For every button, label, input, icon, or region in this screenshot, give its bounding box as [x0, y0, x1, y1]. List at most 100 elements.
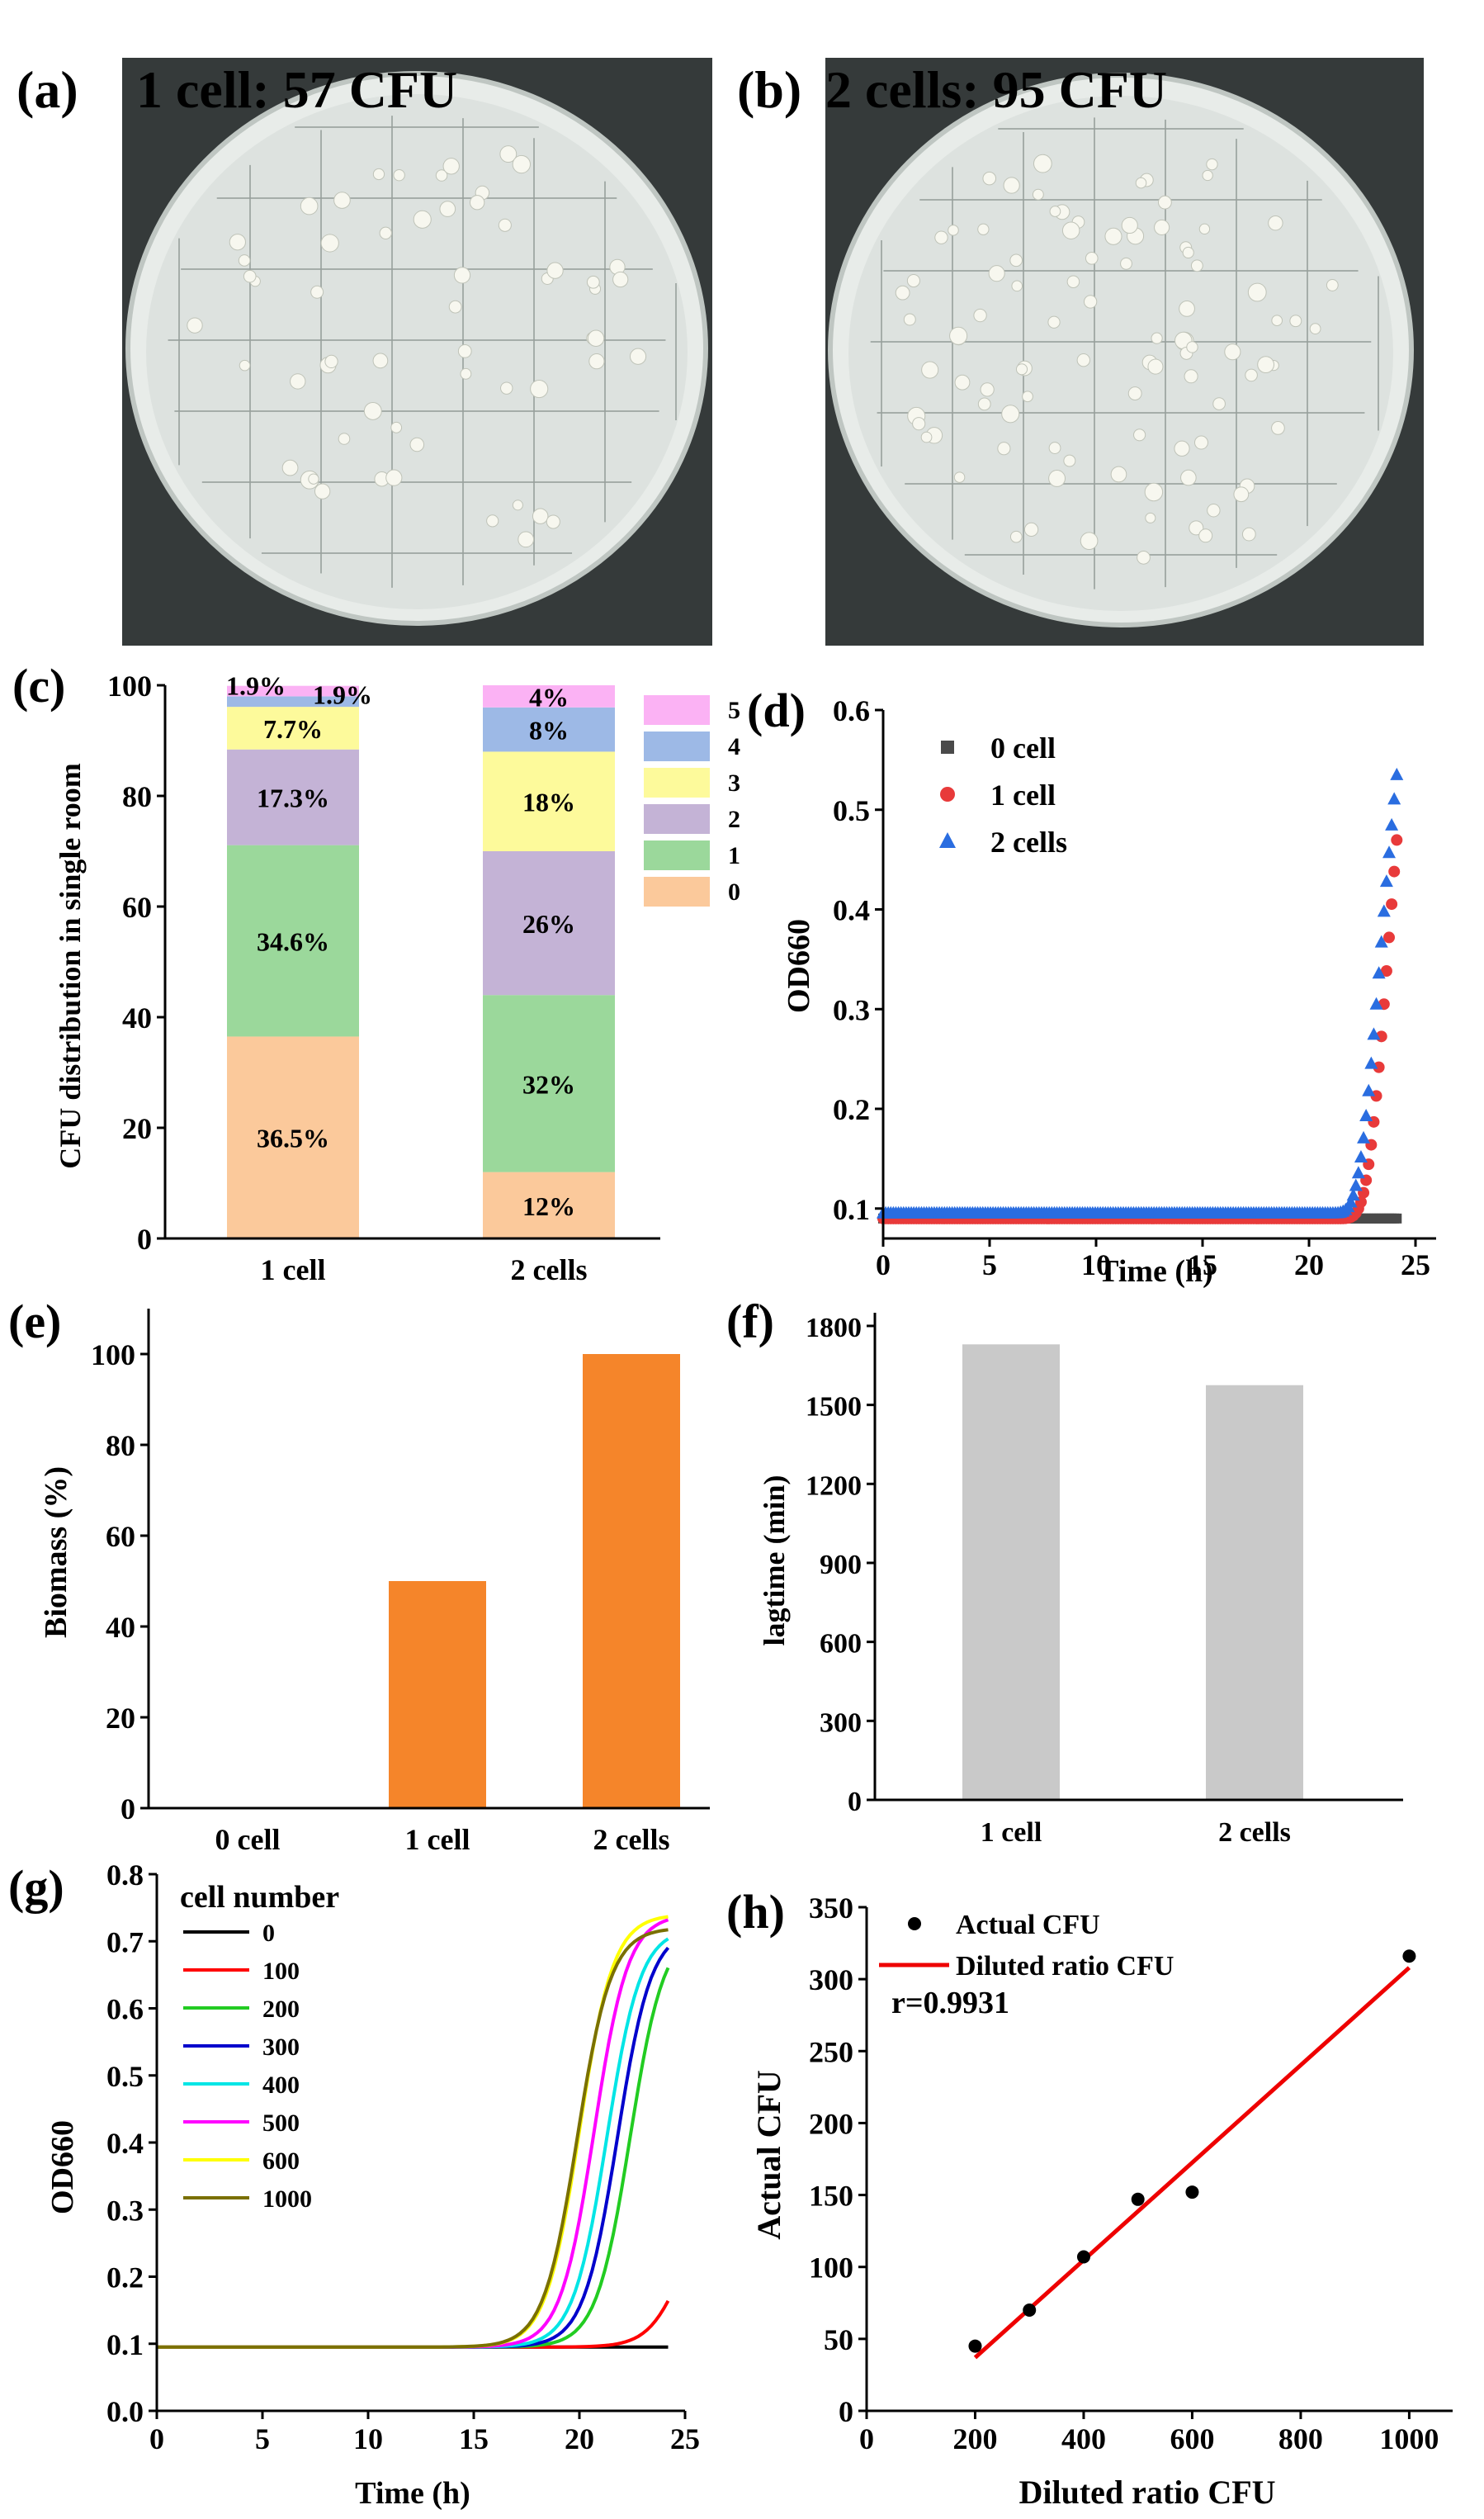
category-label: 1 cell — [261, 1253, 326, 1286]
colony — [1080, 532, 1099, 551]
g-legend-label: 0 — [262, 1920, 275, 1947]
colony — [1049, 206, 1061, 217]
x-tick-label: 5 — [255, 2422, 270, 2455]
g-axes: 0.0 0.1 0.2 0.3 0.4 0.5 0.6 0.7 0.8 0 5 10 15 20 25 — [106, 1858, 700, 2455]
colony — [588, 353, 605, 370]
g-legend-title: cell number — [180, 1880, 339, 1915]
y-tick-label: 250 — [809, 2035, 853, 2068]
x-tick-label: 10 — [1081, 1248, 1111, 1281]
d-axes: 0.1 0.2 0.3 0.4 0.5 0.6 0 5 10 15 20 25 — [833, 694, 1436, 1281]
colony — [1202, 169, 1213, 182]
colony — [512, 154, 532, 174]
h-points — [968, 1949, 1416, 2353]
colony — [229, 234, 246, 251]
panel-g-tag: (g) — [8, 1860, 64, 1914]
colony — [300, 197, 319, 215]
c-legend-label: 4 — [728, 733, 740, 760]
colony — [1135, 177, 1147, 189]
colony — [439, 201, 456, 217]
c-legend-swatch — [644, 768, 710, 798]
x-tick-label: 0 — [876, 1248, 891, 1281]
y-tick-label: 40 — [106, 1611, 135, 1644]
colony — [1104, 227, 1122, 245]
h-point — [1185, 2185, 1199, 2199]
d-point — [1364, 1056, 1378, 1069]
colony — [469, 195, 485, 211]
colony — [1003, 177, 1020, 194]
panel-a-tag: (a) — [17, 60, 78, 119]
y-tick-label: 0.7 — [106, 1925, 144, 1958]
colony — [1151, 332, 1163, 344]
colony — [372, 353, 389, 369]
d-point — [1373, 1061, 1385, 1073]
d-point — [1390, 767, 1404, 780]
panel-e-tag: (e) — [8, 1295, 61, 1348]
y-tick-label: 100 — [809, 2251, 853, 2285]
d-series — [877, 767, 1404, 1224]
colony — [1212, 397, 1226, 410]
colony — [435, 169, 448, 182]
y-tick-label: 40 — [122, 1001, 152, 1035]
f-ylabel: lagtime (min) — [758, 1475, 791, 1646]
colony — [1245, 368, 1258, 382]
colony — [409, 437, 425, 452]
colony — [310, 285, 324, 299]
c-segment-labels: 36.5% 34.6% 17.3% 7.7% 1.9% 1.9% 12% 32% 26% 18% 8… — [226, 670, 575, 1220]
colony — [1154, 219, 1170, 235]
panel-h-tag: (h) — [726, 1885, 785, 1939]
h-fit-line — [973, 1966, 1411, 2360]
d-point — [1349, 1178, 1363, 1191]
h-point — [1131, 2192, 1145, 2206]
g-legend-label: 500 — [262, 2109, 300, 2137]
c-legend-swatch — [644, 732, 710, 761]
e-bar — [389, 1581, 486, 1808]
y-tick-label: 0.0 — [106, 2395, 144, 2428]
c-segment-label: 36.5% — [257, 1124, 329, 1153]
colony — [498, 218, 512, 232]
colony — [977, 223, 990, 235]
panel-h: (h) 0 50 100 150 200 250 300 350 0 200 400 600 800 10… — [726, 1885, 1453, 2511]
h-annotation: r=0.9931 — [891, 1986, 1009, 2020]
colony — [1179, 301, 1195, 317]
c-segment-label: 12% — [522, 1191, 575, 1221]
colony — [587, 329, 605, 347]
category-label: 1 cell — [981, 1817, 1042, 1848]
colony — [281, 459, 299, 476]
colony — [1184, 369, 1198, 384]
y-tick-label: 0.4 — [106, 2127, 144, 2160]
c-bar-segment — [227, 845, 359, 1037]
h-point — [1402, 1949, 1416, 1963]
x-tick-label: 20 — [565, 2422, 594, 2455]
colony — [1190, 259, 1203, 272]
d-point — [1379, 874, 1393, 888]
colony — [363, 401, 382, 420]
d-point — [1369, 997, 1383, 1010]
d-point — [1383, 931, 1396, 944]
x-tick-label: 10 — [353, 2422, 383, 2455]
colony — [1182, 246, 1194, 259]
h-legend-label: Actual CFU — [956, 1910, 1100, 1940]
c-bars — [227, 685, 615, 1238]
d-xlabel: Time (h) — [1098, 1254, 1213, 1289]
panel-b: (b) 2 cells: 95 CFU — [737, 58, 1424, 646]
c-segment-label: 34.6% — [257, 927, 329, 957]
colony — [1198, 528, 1213, 543]
colony — [1110, 466, 1127, 483]
g-legend-label: 100 — [262, 1958, 300, 1985]
colony — [314, 483, 331, 500]
d-point — [1391, 834, 1403, 846]
d-legend-label: 2 cells — [990, 826, 1067, 859]
x-tick-label: 0 — [859, 2422, 874, 2455]
h-point — [1076, 2250, 1090, 2264]
colony — [1083, 295, 1098, 309]
panel-c-tag: (c) — [12, 659, 65, 713]
colony — [1147, 358, 1164, 375]
y-tick-label: 1200 — [806, 1470, 862, 1501]
y-tick-label: 60 — [106, 1520, 135, 1553]
c-bar-segment — [483, 1172, 615, 1238]
colony — [518, 531, 535, 548]
colony — [920, 431, 933, 443]
colony — [1189, 520, 1204, 536]
x-tick-label: 5 — [982, 1248, 997, 1281]
